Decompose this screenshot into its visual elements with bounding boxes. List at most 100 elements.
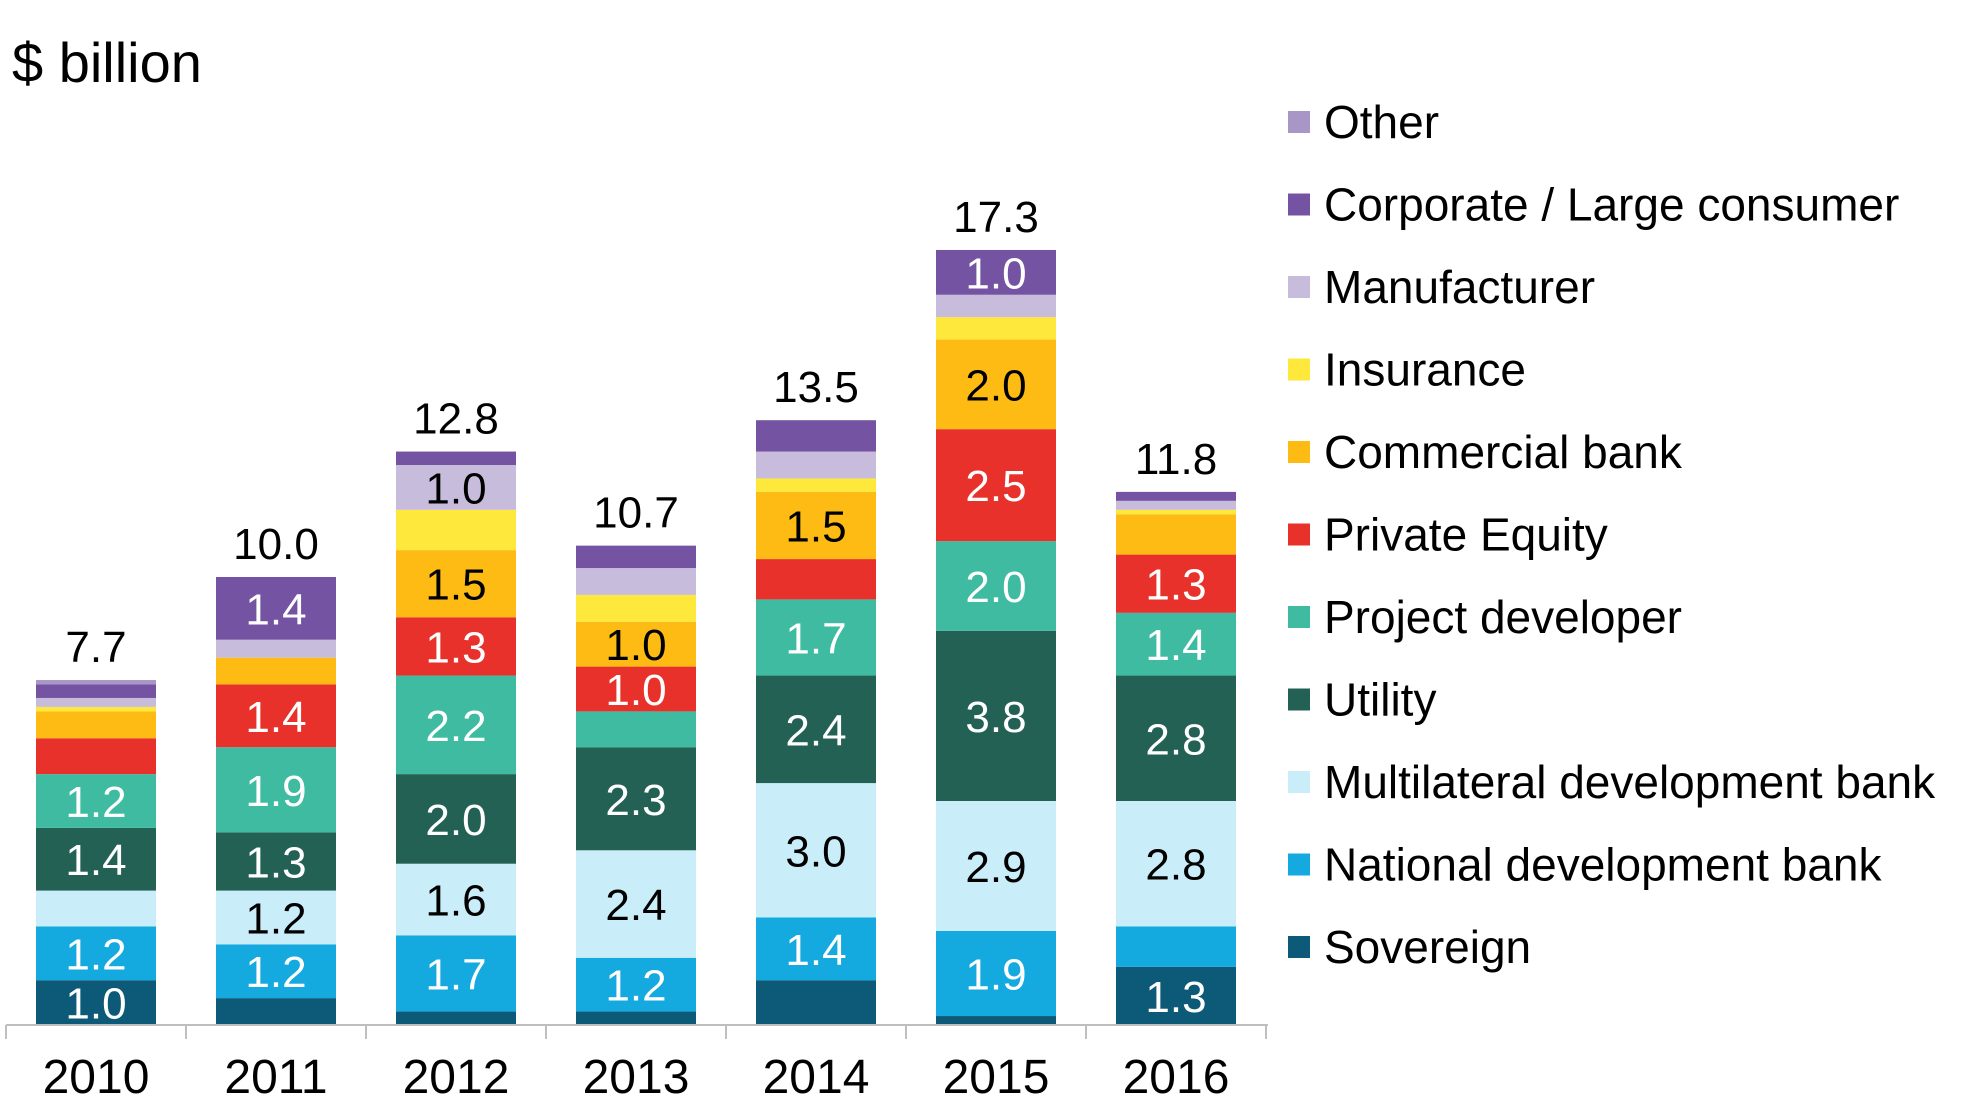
data-label: 1.0: [605, 666, 666, 715]
data-label: 3.0: [785, 827, 846, 876]
legend-label: Sovereign: [1324, 921, 1531, 973]
legend-label: Other: [1324, 96, 1439, 148]
total-label: 10.7: [593, 489, 679, 538]
bar-segment: [216, 657, 336, 685]
bar-segment: [396, 617, 516, 676]
bar-segment: [756, 675, 876, 784]
data-label: 1.2: [245, 948, 306, 997]
data-label: 1.4: [65, 836, 126, 885]
data-label: 1.2: [65, 930, 126, 979]
data-label: 3.8: [965, 693, 1026, 742]
bar-segment: [756, 491, 876, 560]
bar-segment: [396, 774, 516, 864]
legend-swatch: [1288, 441, 1310, 463]
bar-segment: [36, 738, 156, 775]
bar-segment: [216, 639, 336, 658]
bar-segment: [936, 1016, 1056, 1025]
total-label: 7.7: [65, 623, 126, 672]
bar-segment: [756, 559, 876, 600]
legend-item: Manufacturer: [1288, 261, 1595, 313]
legend-swatch: [1288, 276, 1310, 298]
bar-segment: [216, 890, 336, 945]
x-axis: 2010 2011 2012 2013 2014 2015 2016: [5, 1024, 1268, 1103]
data-label: 1.7: [425, 950, 486, 999]
x-tick-label: 2014: [763, 1051, 870, 1098]
data-label: 1.5: [425, 561, 486, 610]
bar-segment: [756, 783, 876, 918]
bar-segment: [936, 801, 1056, 931]
legend-swatch: [1288, 771, 1310, 793]
legend-label: Project developer: [1324, 591, 1682, 643]
bar-segment: [936, 930, 1056, 1017]
bar-segment: [36, 680, 156, 685]
bar-segment: [756, 917, 876, 981]
bar-segment: [576, 850, 696, 958]
bar-segment: [396, 550, 516, 618]
legend-label: Manufacturer: [1324, 261, 1595, 313]
data-label: 2.2: [425, 702, 486, 751]
bar-segment: [1116, 514, 1236, 555]
bar-segment: [1116, 554, 1236, 613]
bars-layer: [36, 249, 1236, 1025]
legend-item: Insurance: [1288, 344, 1526, 396]
legend-item: Private Equity: [1288, 509, 1608, 561]
legend-swatch: [1288, 606, 1310, 628]
legend-label: Commercial bank: [1324, 426, 1683, 478]
data-label: 2.5: [965, 462, 1026, 511]
bar-segment: [1116, 966, 1236, 1025]
data-label: 2.0: [965, 563, 1026, 612]
bar-segment: [216, 747, 336, 833]
bar-segment: [36, 926, 156, 981]
bar-segment: [1116, 491, 1236, 501]
bar-segment: [576, 957, 696, 1012]
data-label: 1.3: [1145, 973, 1206, 1022]
bar-segment: [576, 711, 696, 748]
data-label: 2.0: [425, 796, 486, 845]
bar-segment: [396, 675, 516, 775]
bar-segment: [36, 697, 156, 707]
legend-label: Multilateral development bank: [1324, 756, 1936, 808]
bar-segment: [396, 509, 516, 551]
data-label: 1.6: [425, 877, 486, 926]
data-label: 1.9: [245, 767, 306, 816]
data-label: 1.4: [245, 693, 306, 742]
bar-segment: [396, 935, 516, 1012]
bar-segment: [936, 541, 1056, 631]
bar-segment: [216, 944, 336, 999]
bar-segment: [576, 666, 696, 712]
bar-segment: [576, 1011, 696, 1025]
data-label: 1.0: [65, 980, 126, 1029]
bar-segment: [936, 339, 1056, 430]
data-label: 1.0: [425, 464, 486, 513]
bar-segment: [1116, 675, 1236, 801]
data-label: 1.4: [245, 585, 306, 634]
legend-swatch: [1288, 853, 1310, 876]
bar-segment: [396, 451, 516, 465]
bar-segment: [1116, 500, 1236, 510]
data-label: 2.3: [605, 776, 666, 825]
bar-segment: [1116, 612, 1236, 676]
bar-segment: [216, 832, 336, 891]
data-label: 1.7: [785, 614, 846, 663]
legend-item: Other: [1288, 96, 1439, 148]
legend-label: Private Equity: [1324, 509, 1608, 561]
legend-label: National development bank: [1324, 839, 1882, 891]
x-tick-label: 2016: [1123, 1051, 1230, 1098]
data-label: 2.4: [785, 706, 846, 755]
legend-swatch: [1288, 936, 1310, 958]
bar-segment: [36, 706, 156, 712]
legend-label: Insurance: [1324, 344, 1526, 396]
bar-segment: [936, 294, 1056, 318]
bar-segment: [756, 451, 876, 479]
bar-segment: [936, 249, 1056, 295]
legend: Other Corporate / Large consumer Manufactu…: [1288, 96, 1936, 973]
legend-swatch: [1288, 523, 1310, 546]
bar-segment: [216, 998, 336, 1025]
legend-item: Corporate / Large consumer: [1288, 179, 1899, 231]
data-label: 2.4: [605, 881, 666, 930]
total-label: 13.5: [773, 363, 859, 412]
data-label: 1.3: [1145, 561, 1206, 610]
bar-segment: [936, 317, 1056, 340]
bar-segment: [576, 747, 696, 851]
